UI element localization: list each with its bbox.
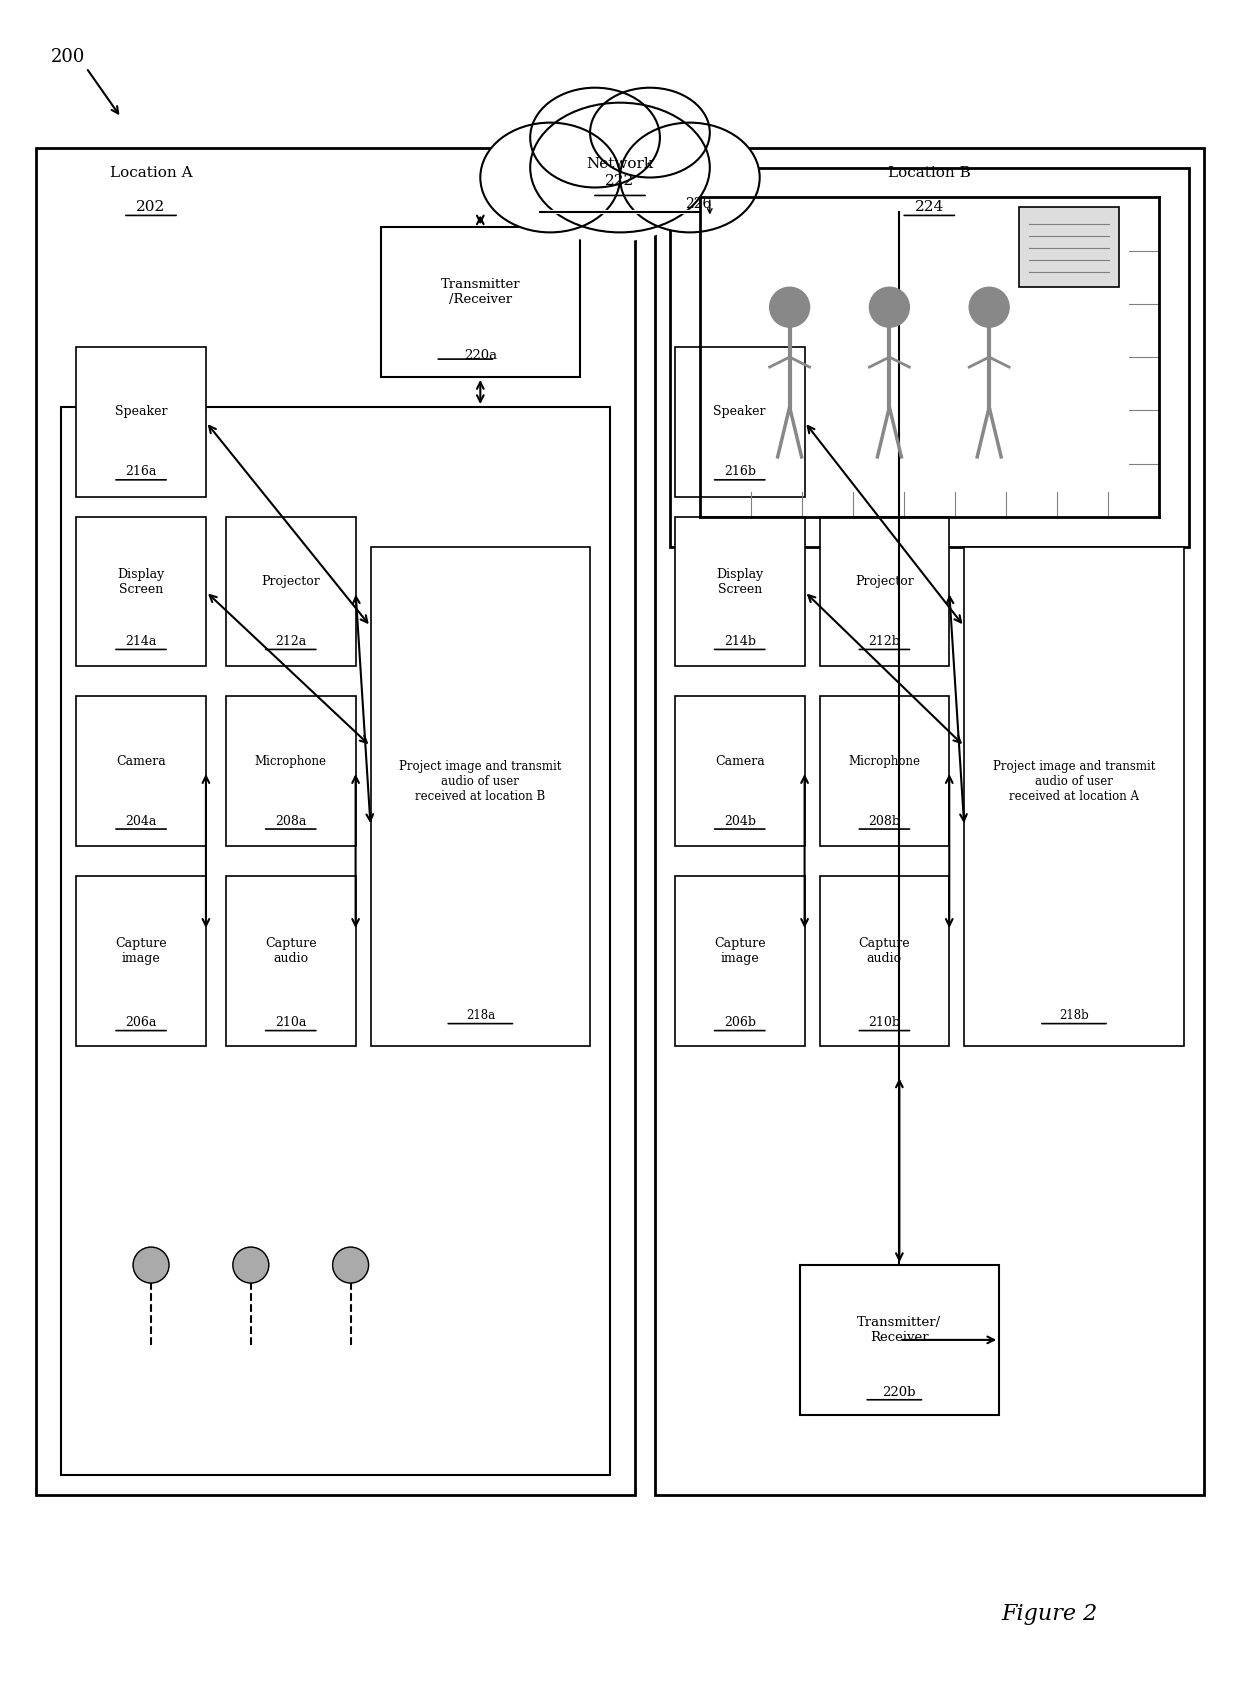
Text: Speaker: Speaker: [115, 405, 167, 419]
Text: Microphone: Microphone: [254, 755, 326, 768]
Text: 216b: 216b: [724, 465, 755, 478]
Text: 224: 224: [915, 200, 944, 214]
Ellipse shape: [620, 122, 760, 232]
Circle shape: [970, 287, 1009, 327]
Text: Display
Screen: Display Screen: [717, 568, 764, 595]
FancyBboxPatch shape: [76, 348, 206, 497]
Text: 210a: 210a: [275, 1016, 306, 1029]
Text: 214b: 214b: [724, 634, 755, 648]
Text: Project image and transmit
audio of user
received at location A: Project image and transmit audio of user…: [993, 760, 1156, 802]
Circle shape: [770, 287, 810, 327]
Text: Projector: Projector: [856, 575, 914, 589]
Text: Camera: Camera: [117, 755, 166, 768]
Text: 204b: 204b: [724, 814, 755, 828]
FancyBboxPatch shape: [675, 697, 805, 846]
Text: 202: 202: [136, 200, 166, 214]
FancyBboxPatch shape: [675, 348, 805, 497]
Circle shape: [133, 1247, 169, 1282]
Text: 220a: 220a: [464, 349, 497, 361]
Text: 204a: 204a: [125, 814, 156, 828]
Text: 200: 200: [51, 47, 86, 66]
Text: Camera: Camera: [714, 755, 765, 768]
Text: 220b: 220b: [883, 1386, 916, 1399]
FancyBboxPatch shape: [76, 697, 206, 846]
Text: Speaker: Speaker: [713, 405, 766, 419]
Ellipse shape: [480, 122, 620, 232]
FancyBboxPatch shape: [226, 697, 356, 846]
Circle shape: [233, 1247, 269, 1282]
Text: 212a: 212a: [275, 634, 306, 648]
Ellipse shape: [531, 88, 660, 188]
Text: Capture
audio: Capture audio: [265, 936, 316, 965]
Text: Projector: Projector: [262, 575, 320, 589]
Text: Display
Screen: Display Screen: [118, 568, 165, 595]
FancyBboxPatch shape: [800, 1265, 999, 1414]
Text: 212b: 212b: [868, 634, 900, 648]
FancyBboxPatch shape: [36, 148, 635, 1494]
Circle shape: [869, 287, 909, 327]
Text: Network
222: Network 222: [587, 158, 653, 188]
Text: Figure 2: Figure 2: [1001, 1603, 1097, 1625]
Ellipse shape: [590, 88, 709, 178]
FancyBboxPatch shape: [820, 875, 950, 1045]
Text: 214a: 214a: [125, 634, 156, 648]
Text: Transmitter/
Receiver: Transmitter/ Receiver: [857, 1316, 941, 1343]
Circle shape: [332, 1247, 368, 1282]
FancyBboxPatch shape: [76, 875, 206, 1045]
Text: 218b: 218b: [1059, 1009, 1089, 1023]
FancyBboxPatch shape: [61, 407, 610, 1474]
FancyBboxPatch shape: [820, 697, 950, 846]
FancyBboxPatch shape: [675, 875, 805, 1045]
Text: 206a: 206a: [125, 1016, 156, 1029]
Text: Capture
image: Capture image: [115, 936, 167, 965]
Text: 206b: 206b: [724, 1016, 755, 1029]
Text: 218a: 218a: [466, 1009, 495, 1023]
FancyBboxPatch shape: [670, 168, 1189, 546]
Text: 210b: 210b: [868, 1016, 900, 1029]
Text: Transmitter
/Receiver: Transmitter /Receiver: [440, 278, 520, 307]
Text: 226: 226: [684, 197, 711, 212]
FancyBboxPatch shape: [675, 517, 805, 667]
Text: 208a: 208a: [275, 814, 306, 828]
FancyBboxPatch shape: [381, 227, 580, 377]
Text: Capture
audio: Capture audio: [858, 936, 910, 965]
FancyBboxPatch shape: [226, 875, 356, 1045]
Ellipse shape: [531, 103, 709, 232]
Text: Microphone: Microphone: [848, 755, 920, 768]
FancyBboxPatch shape: [1019, 207, 1118, 287]
FancyBboxPatch shape: [371, 546, 590, 1045]
Text: Location A: Location A: [110, 166, 192, 180]
Text: 208b: 208b: [868, 814, 900, 828]
Text: Project image and transmit
audio of user
received at location B: Project image and transmit audio of user…: [399, 760, 562, 802]
FancyBboxPatch shape: [965, 546, 1184, 1045]
FancyBboxPatch shape: [226, 517, 356, 667]
Text: 216a: 216a: [125, 465, 156, 478]
FancyBboxPatch shape: [76, 517, 206, 667]
FancyBboxPatch shape: [820, 517, 950, 667]
FancyBboxPatch shape: [655, 148, 1204, 1494]
Text: Capture
image: Capture image: [714, 936, 765, 965]
Text: Location B: Location B: [888, 166, 971, 180]
Ellipse shape: [531, 163, 689, 243]
